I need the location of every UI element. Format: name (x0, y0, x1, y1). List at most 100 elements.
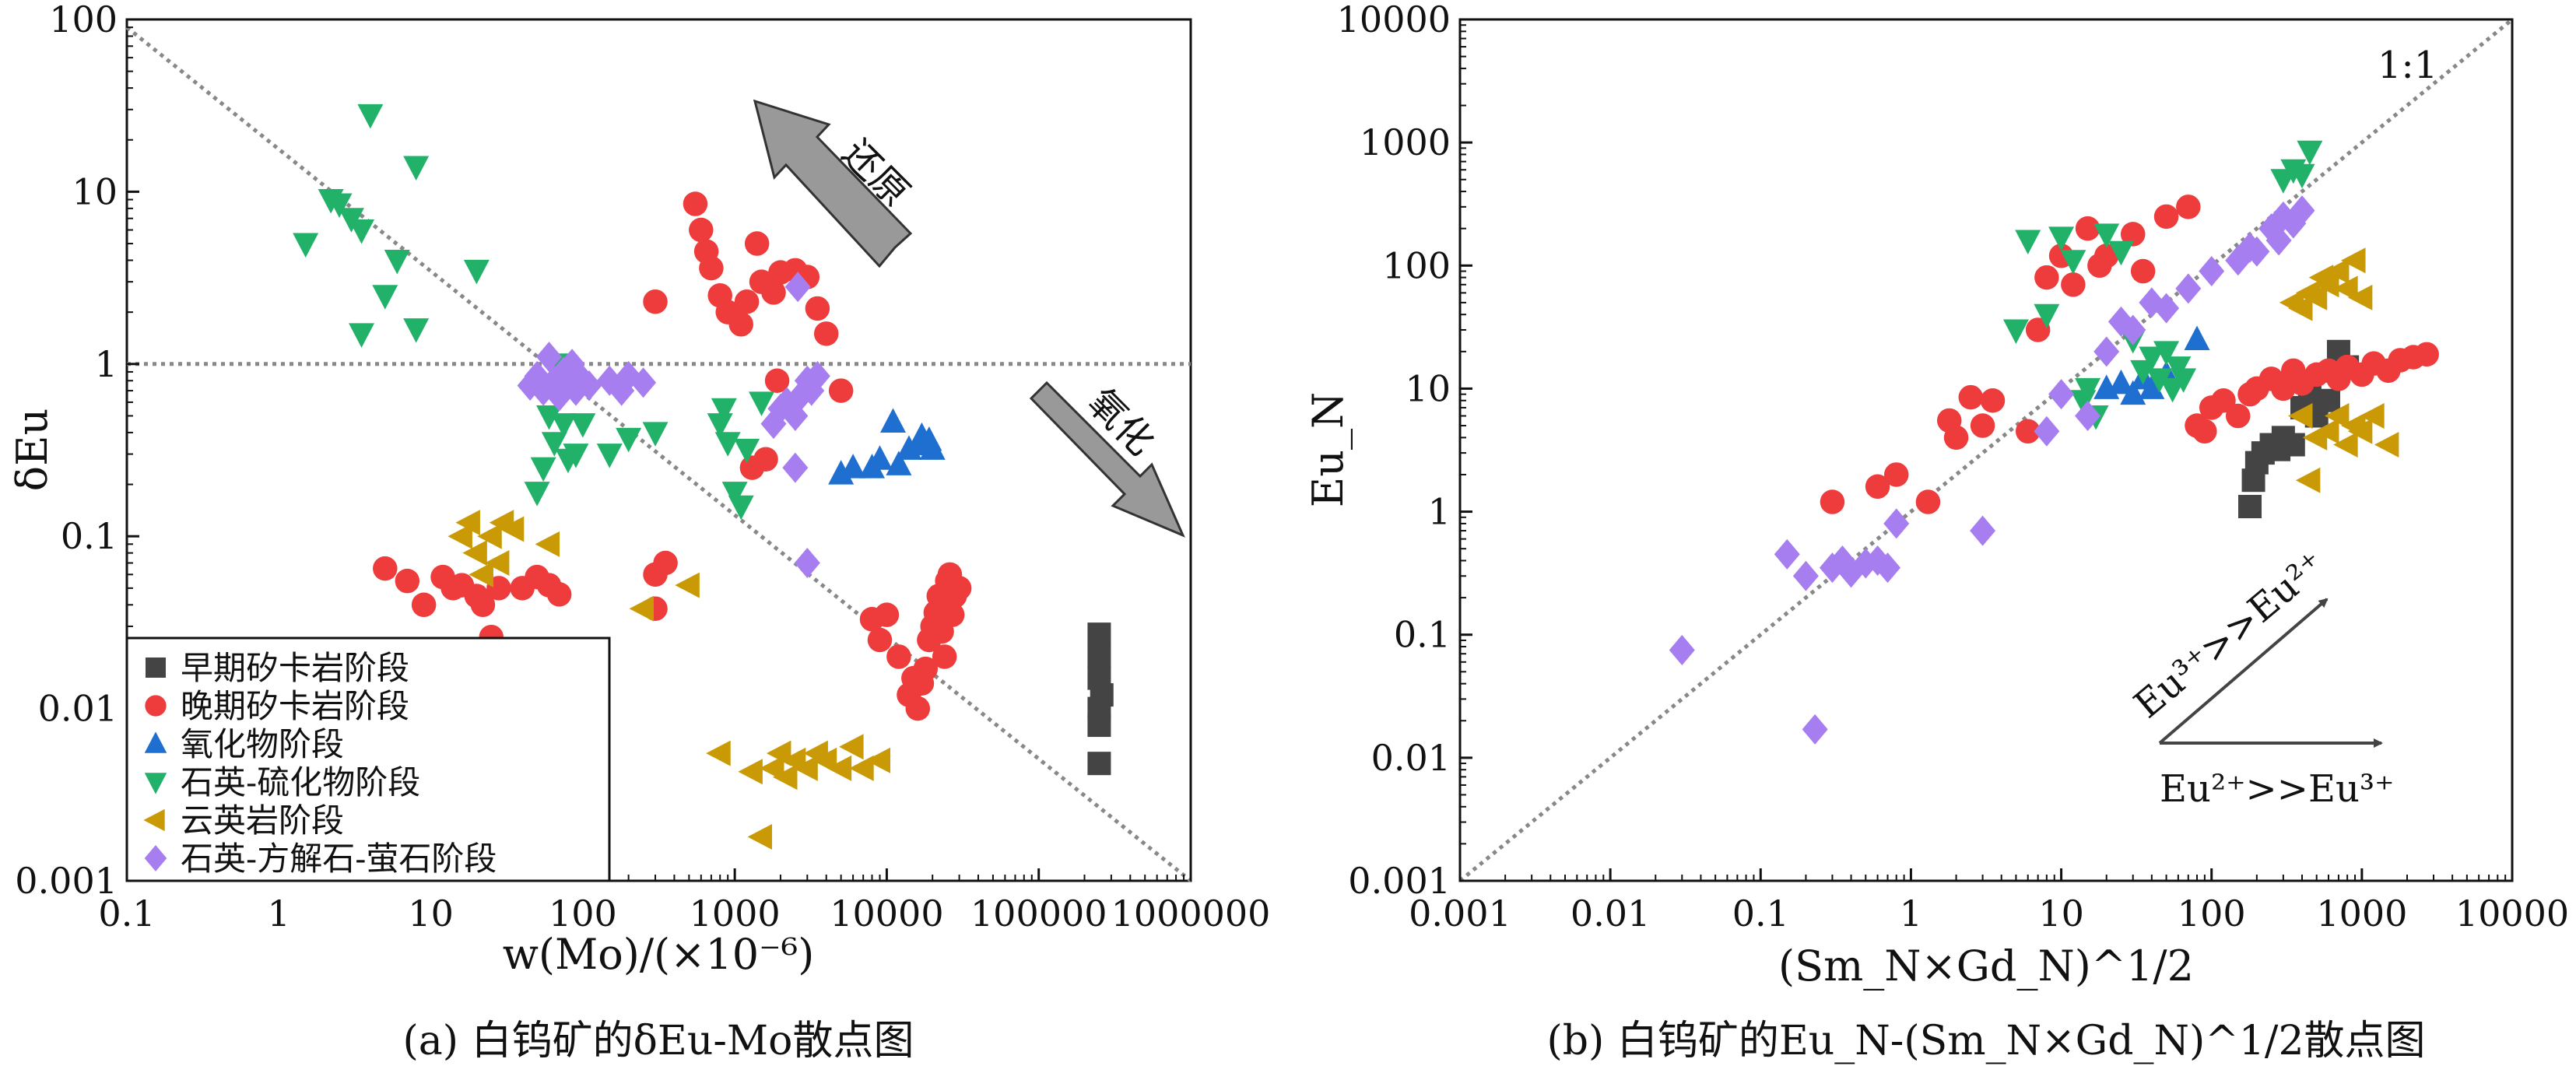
panel-b-data-point (2295, 467, 2321, 493)
panel-b-data-point (2289, 195, 2315, 226)
panel-a-data-point (839, 734, 864, 760)
panel-b-x-tick-label: 100 (2178, 892, 2246, 934)
panel-b-data-point (1883, 508, 1910, 539)
eu3-arrow (2158, 598, 2329, 745)
panel-b-xlabel: (Sm_N×Gd_N)^1/2 (1778, 942, 2194, 991)
panel-b-data-point (1958, 384, 1984, 410)
legend-label: 氧化物阶段 (181, 725, 344, 763)
legend-marker (144, 773, 167, 794)
panel-b-data-point (2360, 403, 2385, 430)
panel-a-data-point (782, 452, 809, 483)
panel-a-data-point (629, 595, 655, 622)
panel-b-data-point (1875, 552, 1901, 584)
panel-a-data-point (372, 285, 398, 310)
panel-a-x-tick-label: 1 (268, 892, 290, 934)
panel-a-data-point (707, 413, 733, 438)
panel-b-data-point (2075, 401, 2101, 432)
panel-b-y-tick-label: 100 (1382, 244, 1451, 286)
panel-a-y-tick-label: 0.1 (61, 515, 118, 557)
panel-a-y-tick-label: 0.01 (38, 688, 118, 730)
panel-a-y-tick-label: 1 (95, 343, 118, 385)
panel-b-data-point (2015, 230, 2041, 255)
panel-a-data-point (630, 367, 657, 398)
panel-b-data-point (2093, 336, 2120, 367)
panel-b-x-tick-label: 0.1 (1732, 892, 1789, 934)
panel-b-data-point (2034, 416, 2060, 447)
panel-a-data-point (813, 321, 839, 346)
panel-b-data-point (1915, 489, 1941, 514)
panel-b-data-point (2060, 250, 2086, 275)
panel-b-data-point (2093, 223, 2120, 248)
panel-a-data-point (403, 318, 430, 343)
panel-a-data-point (576, 370, 602, 401)
panel-a-data-point (747, 823, 773, 850)
panel-b-y-tick-label: 0.001 (1348, 860, 1451, 902)
panel-b-data-point (2093, 244, 2119, 268)
panel-b-data-point (2324, 403, 2350, 430)
panel-b-data-point (2341, 247, 2366, 274)
panel-a-data-point (932, 644, 957, 669)
panel-b-x-tick-label: 0.001 (1409, 892, 1511, 934)
panel-a-x-tick-label: 0.1 (98, 892, 155, 934)
panel-a-data-point (357, 103, 384, 129)
panel-a-data-point (711, 398, 737, 423)
panel-b-y-tick-label: 10000 (1337, 0, 1451, 40)
panel-a-data-point (849, 755, 874, 781)
panel-b-data-point (2315, 418, 2339, 444)
panel-a-data-point (886, 451, 912, 475)
panel-b-data-point (2244, 236, 2270, 267)
panel-b-data-point (1943, 425, 1969, 451)
panel-a-data-point (395, 568, 420, 594)
panel-a-data-point (886, 644, 911, 669)
panel-b-ticks: 0.001 0.01 0.1 1 10 100 1000 10000 0.001 0.01 0.1 1… (1337, 0, 2570, 934)
panel-b-data-point (2333, 275, 2358, 302)
panel-a-caption: (a) 白钨矿的δEu-Mo散点图 (403, 1018, 914, 1064)
panel-a-data-point (596, 444, 623, 468)
eu2-label: Eu²⁺>>Eu³⁺ (2160, 767, 2395, 811)
panel-a-data-point (866, 445, 893, 470)
panel-a-data-point (536, 405, 563, 430)
reduction-arrow: 还原 (753, 99, 918, 268)
panel-a-data-point (349, 323, 375, 348)
panel-a-data-point (867, 627, 893, 653)
panel-a-data-point (919, 435, 946, 460)
panel-b-data-point (2317, 388, 2341, 412)
panel-a-x-tick-label: 100000 (970, 892, 1107, 934)
panel-b-data-point (2225, 403, 2251, 429)
panel-b-data-point (2265, 225, 2292, 256)
panel-a-data-point (642, 422, 669, 447)
panel-a-data-point (939, 602, 965, 627)
panel-a-x-tick-label: 10 (408, 892, 454, 934)
panel-a-data-point (653, 550, 678, 576)
panel-b-data-point (2034, 303, 2060, 329)
panel-b-data-point (2192, 419, 2217, 444)
panel-b-data-point (1865, 474, 1890, 500)
panel-a-data-point (749, 391, 775, 416)
panel-a-data-point (784, 272, 811, 303)
panel-b-data-point (2107, 240, 2134, 266)
panel-b-data-point (2146, 368, 2173, 393)
panel-a-data-point (874, 602, 900, 627)
panel-b-data-points (1669, 140, 2439, 745)
legend-label: 晚期矽卡岩阶段 (181, 687, 409, 725)
panel-a-y-tick-label: 100 (49, 0, 118, 40)
panel-a-data-point (683, 191, 708, 216)
panel-a-data-point (721, 482, 748, 507)
panel-a-data-point (865, 747, 890, 773)
panel-b-data-point (2075, 216, 2100, 241)
panel-b-data-point (2211, 388, 2236, 413)
panel-b-data-point (2171, 368, 2197, 393)
panel-b-data-point (2238, 495, 2262, 519)
panel-b-data-point (1774, 538, 1800, 570)
legend-label: 石英-硫化物阶段 (181, 763, 420, 801)
panel-a-data-point (470, 592, 496, 618)
legend-label: 石英-方解石-萤石阶段 (181, 840, 497, 878)
panel-b-data-point (2347, 418, 2373, 444)
panel-a-x-tick-label: 1000000 (1111, 892, 1271, 934)
panel-b-data-point (2034, 265, 2059, 290)
panel-a-data-point (773, 764, 798, 791)
panel-b-data-point (2199, 256, 2225, 287)
panel-b-x-tick-label: 1000 (2316, 892, 2407, 934)
panel-a-x-tick-label: 100 (549, 892, 617, 934)
